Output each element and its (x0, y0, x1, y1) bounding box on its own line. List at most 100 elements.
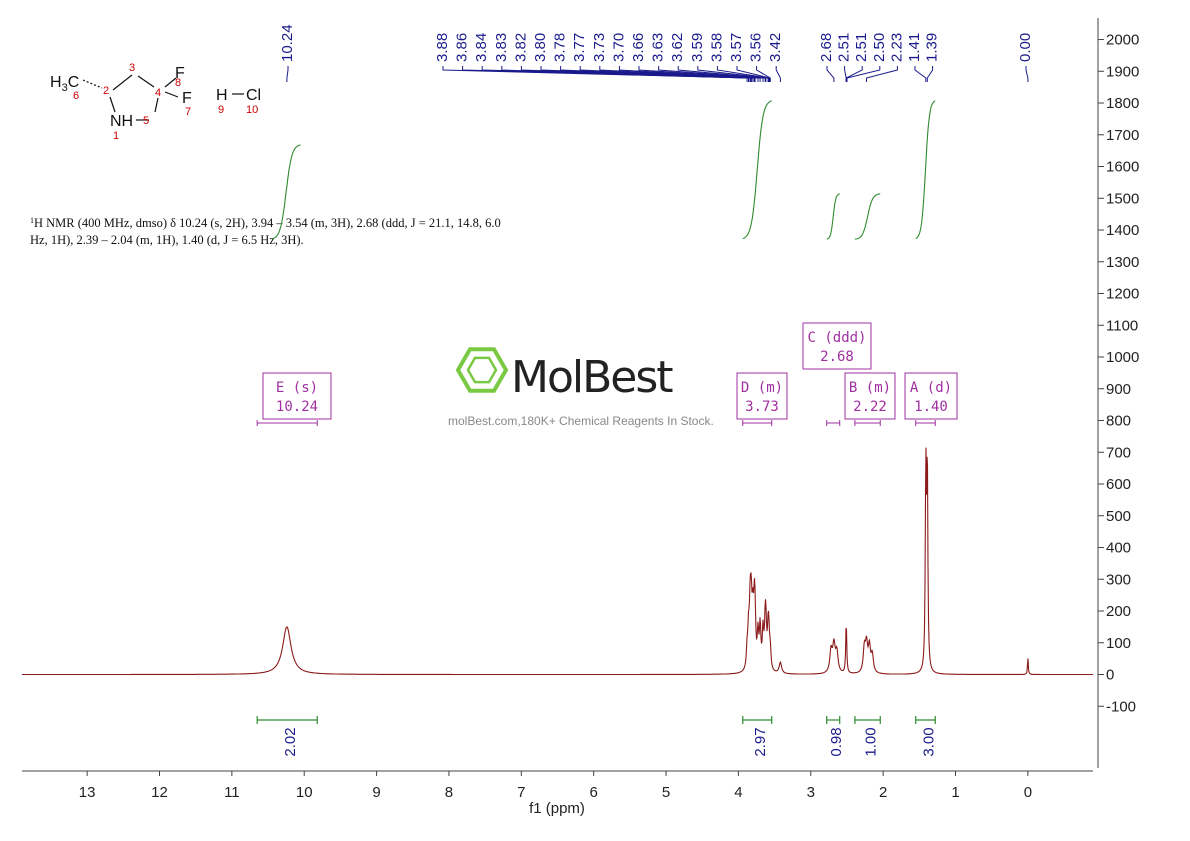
y-tick-label: 900 (1106, 381, 1131, 398)
nmr-description-line1: 1H NMR (400 MHz, dmso) δ 10.24 (s, 2H), … (30, 216, 501, 230)
peak-label: 2.68 (818, 33, 835, 62)
integral-value: 0.98 (828, 727, 845, 756)
peak-leader (866, 66, 898, 82)
peak-labels: 10.24 3.88 3.86 3.84 3.83 3.82 3.80 3.78 3.77 3.7… (279, 24, 1034, 82)
y-tick-label: 400 (1106, 540, 1131, 557)
multiplet-value: 10.24 (276, 399, 318, 415)
peak-leader (286, 66, 289, 82)
multiplet-label: D (m) (741, 380, 783, 396)
y-tick-label: 1200 (1106, 286, 1139, 303)
multiplet-value: 2.22 (853, 399, 887, 415)
multiplet-value: 2.68 (820, 349, 854, 365)
spectrum-line (22, 447, 1093, 676)
multiplet-value: 1.40 (914, 399, 948, 415)
molecule-structure: H3C NH F F H Cl 1 2 3 4 5 6 7 8 9 10 (50, 62, 261, 142)
integral-curves (271, 100, 936, 240)
peak-leader (599, 66, 759, 82)
peak-label: 10.24 (279, 24, 296, 62)
peak-label: 3.83 (493, 33, 510, 62)
peak-label: 0.00 (1017, 33, 1034, 62)
peak-leader (826, 66, 835, 82)
y-tick-label: 100 (1106, 635, 1131, 652)
x-tick-label: 6 (590, 784, 598, 801)
peak-label: 3.56 (748, 33, 765, 62)
multiplet-label: B (m) (849, 380, 891, 396)
y-tick-label: 1400 (1106, 222, 1139, 239)
hashed-bond (82, 79, 103, 89)
peak-label: 3.84 (473, 33, 490, 62)
y-tick-label: -100 (1106, 698, 1136, 715)
peak-label: 3.58 (708, 33, 725, 62)
benzene-logo-inner-icon (466, 356, 498, 384)
x-tick-label: 4 (734, 784, 742, 801)
watermark-tagline: molBest.com,180K+ Chemical Reagents In S… (448, 414, 714, 428)
atom-number: 9 (218, 104, 224, 116)
integral-curve (915, 100, 936, 240)
atom-number: 2 (103, 85, 109, 97)
peak-label: 3.80 (532, 33, 549, 62)
peak-leader (736, 66, 770, 82)
peak-leader (579, 66, 756, 82)
peak-label: 3.82 (512, 33, 529, 62)
integral-value: 2.02 (282, 727, 299, 756)
peak-label: 2.50 (871, 33, 888, 62)
y-tick-label: 200 (1106, 603, 1131, 620)
atom-nh: NH (110, 113, 133, 130)
peak-label: 3.78 (552, 33, 569, 62)
axis-ticks: 13 12 11 10 9 8 7 6 5 4 3 2 1 0-100010020030040050060… (79, 32, 1140, 801)
bond (164, 77, 177, 88)
y-tick-label: 1100 (1106, 317, 1138, 334)
multiplet-box (844, 372, 896, 420)
molbest-watermark: MolBest molBest.com,180K+ Chemical Reage… (448, 347, 714, 428)
x-tick-label: 0 (1024, 784, 1032, 801)
multiplet-label: E (s) (276, 380, 318, 396)
x-tick-label: 12 (151, 784, 168, 801)
bond (154, 97, 159, 113)
integral-value: 1.00 (863, 727, 880, 756)
x-tick-label: 7 (517, 784, 525, 801)
atom-number: 10 (246, 104, 258, 116)
peak-label: 3.70 (610, 33, 627, 62)
x-tick-label: 2 (879, 784, 887, 801)
nmr-description-line2: Hz, 1H), 2.39 – 2.04 (m, 1H), 1.40 (d, J… (30, 233, 304, 247)
y-tick-label: 500 (1106, 508, 1131, 525)
y-tick-label: 0 (1106, 667, 1114, 684)
atom-number: 8 (175, 77, 181, 89)
y-tick-label: 1500 (1106, 190, 1139, 207)
atom-number: 3 (129, 62, 135, 74)
y-tick-label: 1300 (1106, 254, 1139, 271)
y-tick-label: 800 (1106, 413, 1131, 430)
bond (137, 75, 155, 88)
integral-value: 2.97 (752, 727, 769, 756)
peak-leader (926, 66, 934, 82)
peak-label: 2.23 (888, 33, 905, 62)
integral-curve (854, 193, 881, 240)
atom-f8: F (175, 65, 185, 82)
y-tick-label: 2000 (1106, 32, 1139, 49)
peak-label: 3.77 (571, 33, 588, 62)
y-tick-label: 1700 (1106, 127, 1139, 144)
atom-number: 7 (185, 106, 191, 118)
x-tick-label: 13 (79, 784, 96, 801)
peak-leader (914, 66, 927, 82)
y-tick-label: 1000 (1106, 349, 1139, 366)
peak-label: 3.57 (728, 33, 745, 62)
y-tick-label: 1800 (1106, 95, 1139, 112)
multiplet-box (904, 372, 958, 420)
x-tick-label: 5 (662, 784, 670, 801)
peak-leader (756, 66, 771, 82)
peak-leader (658, 66, 766, 82)
peak-label: 2.51 (853, 33, 870, 62)
peak-leader (618, 66, 761, 82)
atom-cl: Cl (246, 87, 261, 104)
x-tick-label: 1 (951, 784, 959, 801)
multiplet-annotations: E (s) 10.24 D (m) 3.73 C (ddd) 2.68 B (m) 2.22 A… (256, 322, 958, 426)
peak-label: 1.39 (924, 33, 941, 62)
peak-label: 3.42 (767, 33, 784, 62)
y-tick-label: 600 (1106, 476, 1131, 493)
y-tick-label: 700 (1106, 444, 1131, 461)
multiplet-label: C (ddd) (807, 330, 866, 346)
bond (109, 96, 116, 113)
logo-text: MolBest (511, 352, 673, 403)
peak-label: 3.63 (650, 33, 667, 62)
